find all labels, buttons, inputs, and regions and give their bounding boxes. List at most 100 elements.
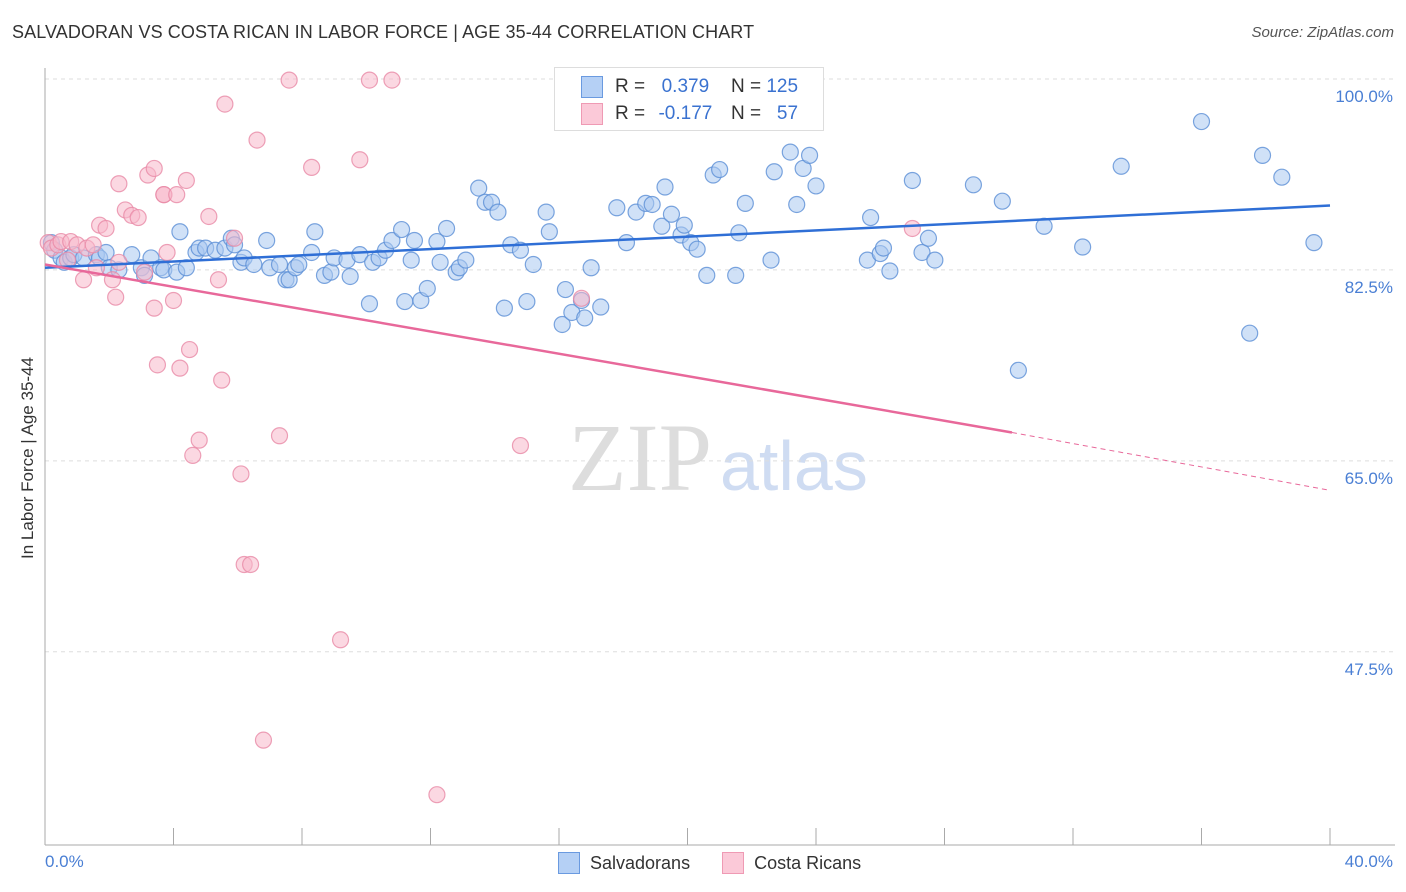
costa-rican-trend-extension [1011, 431, 1331, 491]
costa-rican-point [110, 175, 128, 193]
salvadoran-point [653, 217, 671, 235]
y-tick-label: 47.5% [1344, 660, 1393, 679]
costa-rican-point [164, 291, 183, 310]
salvadoran-point [1273, 168, 1291, 186]
legend-row-salvadorans: R = 0.379 N = 125 [581, 75, 798, 99]
costa-rican-point [200, 207, 218, 226]
costa-rican-point [168, 186, 186, 204]
salvadoran-point [258, 231, 276, 250]
costa-rican-point [158, 243, 176, 262]
salvadoran-point [495, 299, 513, 317]
salvadoran-point [270, 255, 289, 274]
salvadoran-point [290, 255, 308, 274]
salvadoran-point [470, 179, 488, 197]
y-tick-label: 65.0% [1344, 469, 1393, 488]
costa-rican-point [184, 446, 202, 464]
n-label: N = [730, 76, 762, 97]
salvadoran-point [781, 143, 799, 161]
salvadoran-point [617, 234, 636, 252]
salvadoran-point [675, 216, 693, 234]
costa-rican-point [129, 208, 147, 227]
salvadoran-point [392, 220, 411, 239]
costa-rican-point [360, 71, 379, 89]
legend-row-costa-ricans: R = -0.177 N = 57 [581, 102, 798, 126]
salvadoran-point [788, 195, 806, 214]
salvadoran-point [643, 195, 661, 214]
salvadoran-point [698, 266, 716, 284]
salvadoran-point [537, 203, 555, 221]
salvadoran-point [341, 267, 359, 286]
costa-rican-point [171, 359, 189, 377]
salvadoran-point [1253, 146, 1272, 164]
salvadoran-point [540, 223, 558, 241]
costa-rican-point [135, 263, 154, 281]
watermark-zip: ZIP [568, 404, 712, 511]
costa-rican-point [145, 299, 163, 317]
costa-rican-point [242, 555, 260, 574]
r-value: -0.177 [658, 103, 713, 124]
salvadoran-point [553, 315, 571, 334]
salvadoran-point [1305, 234, 1323, 252]
costa-rican-point [511, 436, 530, 455]
salvadoran-point [1112, 157, 1130, 175]
salvadoran-point [762, 251, 780, 269]
salvadoran-point [518, 292, 536, 311]
costa-rican-point [213, 371, 231, 389]
salvadoran-point [807, 177, 825, 195]
costa-rican-point [572, 289, 591, 307]
costa-rican-trend-line [44, 263, 1013, 434]
y-tick-label: 82.5% [1344, 278, 1393, 297]
salvadoran-point [1192, 112, 1211, 131]
chart-title: SALVADORAN VS COSTA RICAN IN LABOR FORCE… [12, 22, 755, 42]
salvadoran-point [688, 240, 706, 258]
costa-rican-point [177, 171, 195, 190]
legend-swatch-blue [581, 76, 603, 98]
salvadoran-point [662, 205, 681, 223]
salvadoran-point [903, 171, 921, 190]
costa-rican-point [110, 253, 128, 271]
x-tick-label: 0.0% [45, 852, 84, 871]
x-tick-label: 40.0% [1344, 852, 1393, 871]
legend-swatch-pink [581, 103, 603, 125]
salvadoran-point [351, 246, 369, 264]
costa-rican-point [190, 431, 208, 449]
costa-rican-point [107, 288, 125, 306]
costa-rican-point [351, 151, 369, 169]
salvadoran-point [862, 208, 880, 227]
salvadoran-point [727, 266, 745, 284]
salvadoran-point [402, 251, 420, 269]
salvadoran-point [457, 251, 475, 269]
bottom-legend: Salvadorans Costa Ricans [558, 852, 861, 874]
costa-rican-point [74, 271, 93, 289]
costa-rican-point [145, 159, 163, 178]
salvadoran-point [913, 243, 931, 262]
salvadoran-point [383, 231, 401, 250]
salvadoran-point [322, 263, 340, 281]
salvadoran-point [765, 163, 783, 181]
r-label: R = [615, 76, 646, 97]
costa-rican-point [148, 356, 167, 374]
salvadoran-point [489, 203, 507, 221]
legend-swatch-blue [558, 852, 580, 874]
watermark-atlas: atlas [720, 427, 868, 505]
costa-rican-point [303, 158, 321, 176]
salvadoran-point [360, 295, 379, 313]
salvadoran-point [576, 309, 594, 327]
salvadoran-point [405, 231, 424, 250]
salvadoran-point [431, 253, 449, 271]
costa-rican-point [270, 427, 289, 445]
salvadoran-point [1241, 324, 1259, 342]
salvadoran-point [926, 251, 944, 269]
costa-rican-point [216, 95, 234, 113]
salvadoran-point [524, 255, 542, 274]
costa-rican-point [903, 219, 921, 238]
salvadoran-point [1009, 361, 1027, 379]
salvadoran-trend-line [44, 204, 1331, 269]
n-value: 57 [776, 103, 799, 124]
salvadoran-point [608, 199, 626, 217]
salvadoran-point [303, 243, 321, 262]
salvadoran-point [511, 241, 530, 259]
salvadoran-point [964, 176, 983, 194]
